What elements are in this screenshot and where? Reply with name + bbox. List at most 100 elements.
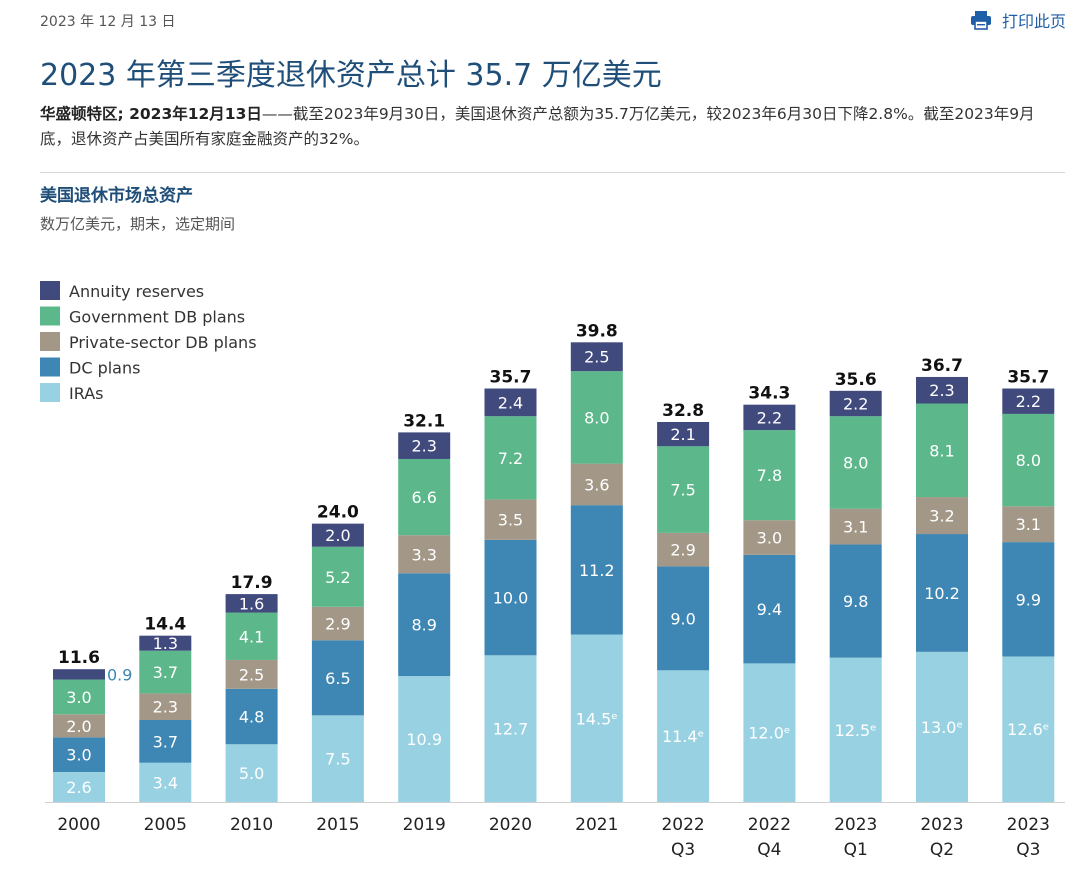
bar-segment xyxy=(916,651,968,802)
x-tick-label: Q2 xyxy=(930,840,954,860)
data-label: 12.7 xyxy=(493,720,529,739)
data-label: 5.2 xyxy=(325,568,350,587)
total-label: 35.7 xyxy=(490,368,532,388)
legend-swatch xyxy=(40,357,60,377)
data-label: 6.5 xyxy=(325,669,350,688)
intro-text: ——截至2023年9月30日，美国退休资产总额为35.7万亿美元，较2023年6… xyxy=(40,105,1035,148)
data-label: 10.9 xyxy=(406,730,442,749)
data-label: 2.0 xyxy=(325,526,350,545)
bar-segment xyxy=(570,342,623,372)
total-label: 35.7 xyxy=(1007,368,1049,388)
legend-swatch xyxy=(40,281,60,300)
bar-segment xyxy=(311,606,364,641)
x-tick-label: 2000 xyxy=(57,815,100,835)
bar-segment xyxy=(743,554,796,664)
bar-segment xyxy=(53,679,105,715)
data-label: 9.4 xyxy=(757,600,782,619)
divider xyxy=(40,172,1065,173)
data-label: 2.2 xyxy=(1016,392,1041,411)
print-page-link[interactable]: 打印此页 xyxy=(970,8,1066,32)
total-label: 17.9 xyxy=(231,573,273,593)
data-label: 3.0 xyxy=(66,688,91,707)
data-label: 11.2 xyxy=(579,561,615,580)
page-title: 2023 年第三季度退休资产总计 35.7 万亿美元 xyxy=(40,58,662,93)
bar-segment xyxy=(311,715,364,802)
x-tick-label: 2022 xyxy=(748,815,791,835)
data-label: 2.1 xyxy=(670,425,695,444)
legend-label: Annuity reserves xyxy=(69,282,204,301)
bar-segment xyxy=(657,422,710,447)
bar-segment xyxy=(139,635,192,651)
data-label: 8.0 xyxy=(584,408,609,427)
article-intro: 华盛顿特区; 2023年12月13日——截至2023年9月30日，美国退休资产总… xyxy=(40,102,1065,152)
data-label: 2.3 xyxy=(929,381,954,400)
printer-icon xyxy=(970,11,991,30)
x-tick-label: 2020 xyxy=(489,815,532,835)
x-tick-label: Q1 xyxy=(844,840,868,860)
data-label: 2.3 xyxy=(411,437,436,456)
bar-segment xyxy=(225,688,278,745)
bar-segment xyxy=(53,771,105,802)
total-label: 32.8 xyxy=(662,401,704,421)
data-label: 3.7 xyxy=(153,663,178,682)
data-label: 3.3 xyxy=(411,545,436,564)
bar-segment xyxy=(53,737,105,772)
bar-segment xyxy=(1002,656,1055,802)
x-tick-label: 2023 xyxy=(1007,815,1050,835)
total-label: 35.6 xyxy=(835,370,877,390)
legend-label: Private-sector DB plans xyxy=(69,333,257,352)
print-label[interactable]: 打印此页 xyxy=(1001,12,1066,31)
bar-segment xyxy=(916,376,968,404)
data-label: 12.5ᵉ xyxy=(835,721,877,740)
total-label: 34.3 xyxy=(748,384,790,404)
bar-segment xyxy=(1002,388,1055,414)
bar-segment xyxy=(139,650,192,694)
legend-swatch xyxy=(40,306,60,326)
x-tick-label: 2023 xyxy=(834,815,877,835)
total-label: 14.4 xyxy=(144,615,186,635)
x-tick-label: Q4 xyxy=(757,840,781,860)
data-label: 9.8 xyxy=(843,592,868,611)
data-label: 2.9 xyxy=(325,615,350,634)
total-label: 24.0 xyxy=(317,503,359,523)
data-label: 3.4 xyxy=(153,773,178,792)
data-label: 13.0ᵉ xyxy=(921,718,963,737)
bar-segment xyxy=(829,508,882,545)
x-tick-label: Q3 xyxy=(671,840,695,860)
bar-segment xyxy=(225,744,278,802)
bar-segment xyxy=(53,669,105,680)
data-label: 12.6ᵉ xyxy=(1007,720,1049,739)
data-label: 9.0 xyxy=(670,609,695,628)
bar-segment xyxy=(484,416,537,500)
data-label: 10.0 xyxy=(493,589,529,608)
bar-segment xyxy=(1002,506,1055,543)
data-label: 8.0 xyxy=(1016,451,1041,470)
bar-segment xyxy=(829,390,882,417)
data-label: 2.2 xyxy=(757,408,782,427)
bar-segment xyxy=(829,416,882,509)
x-tick-label: 2021 xyxy=(575,815,618,835)
bar-segment xyxy=(829,544,882,658)
data-label: 2.4 xyxy=(498,393,523,412)
bar-segment xyxy=(398,432,451,459)
x-tick-label: 2022 xyxy=(661,815,704,835)
data-label: 9.9 xyxy=(1016,590,1041,609)
data-label: 3.0 xyxy=(66,746,91,765)
bar-segment xyxy=(225,612,278,660)
total-label: 39.8 xyxy=(576,321,618,341)
bar-segment xyxy=(916,403,968,498)
bar-segment xyxy=(311,523,364,547)
bar-segment xyxy=(1002,413,1055,507)
x-tick-label: Q3 xyxy=(1016,840,1040,860)
data-label: 3.1 xyxy=(843,518,868,537)
data-label: 3.1 xyxy=(1016,515,1041,534)
total-label: 11.6 xyxy=(58,648,100,668)
data-label: 6.6 xyxy=(411,488,436,507)
data-label: 11.4ᵉ xyxy=(662,727,704,746)
bar-segment xyxy=(484,655,537,802)
bar-segment xyxy=(484,539,537,656)
bar-segment xyxy=(570,463,623,506)
data-label: 3.5 xyxy=(498,511,523,530)
total-label: 32.1 xyxy=(403,411,445,431)
data-label: 10.2 xyxy=(924,584,960,603)
